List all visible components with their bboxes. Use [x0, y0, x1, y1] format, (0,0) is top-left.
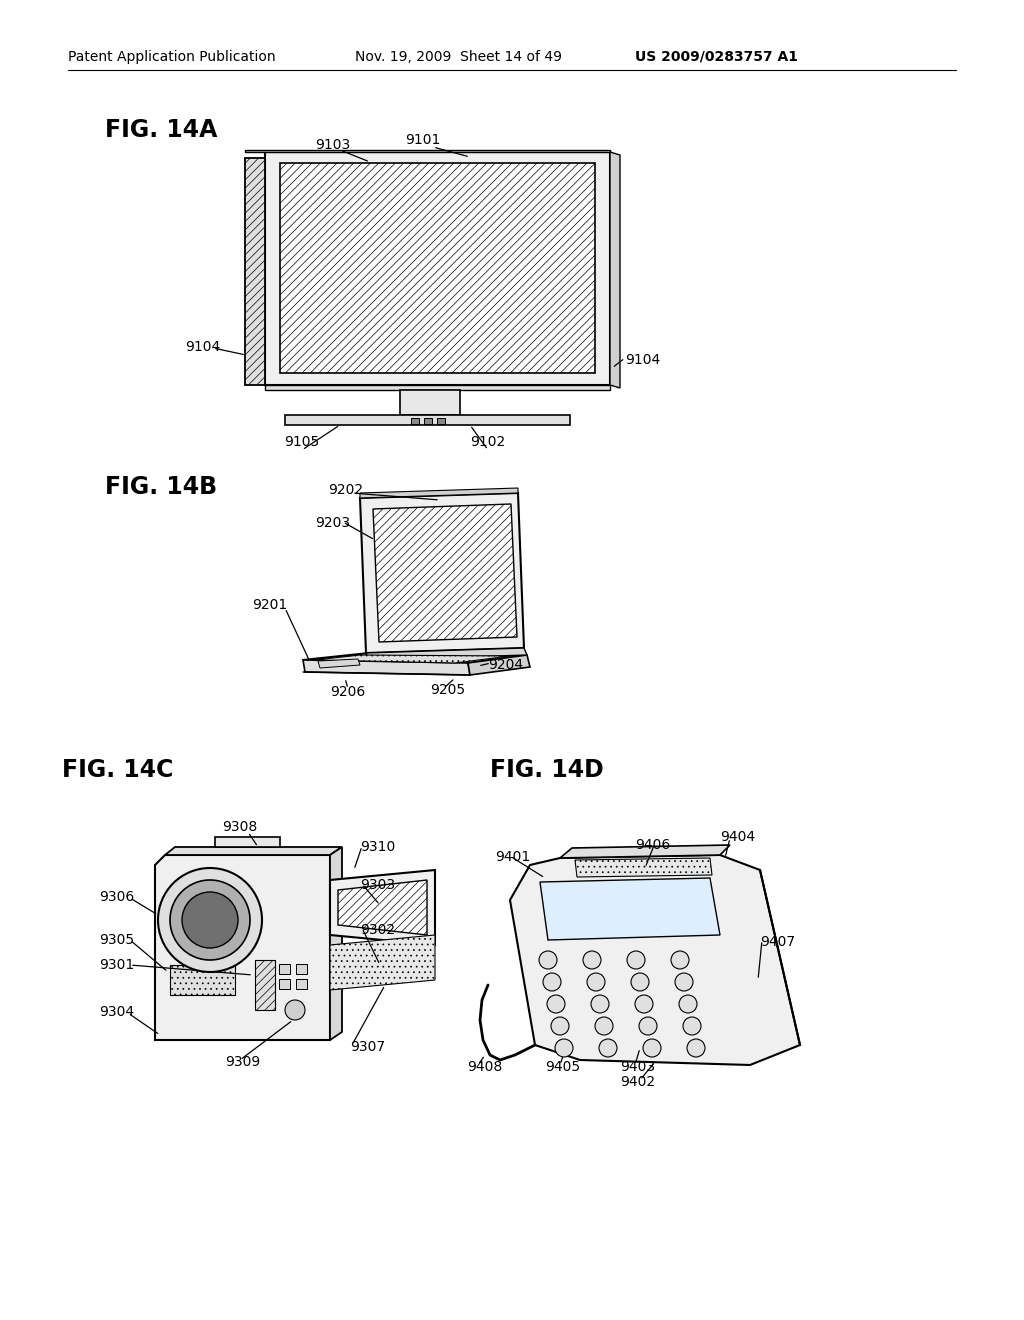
Polygon shape	[285, 414, 570, 425]
Text: 9310: 9310	[360, 840, 395, 854]
Polygon shape	[330, 870, 435, 945]
Bar	[437, 418, 445, 424]
Polygon shape	[303, 660, 470, 675]
Circle shape	[595, 1016, 613, 1035]
Text: 9204: 9204	[488, 657, 523, 672]
Bar	[296, 979, 307, 989]
Bar	[411, 418, 419, 424]
Text: US 2009/0283757 A1: US 2009/0283757 A1	[635, 50, 798, 63]
Circle shape	[639, 1016, 657, 1035]
Text: FIG. 14A: FIG. 14A	[105, 117, 217, 143]
Text: 9104: 9104	[185, 341, 220, 354]
Polygon shape	[610, 152, 620, 388]
Polygon shape	[165, 847, 342, 855]
Polygon shape	[366, 648, 527, 660]
Text: 9205: 9205	[430, 682, 465, 697]
Text: 9405: 9405	[545, 1060, 581, 1074]
Circle shape	[679, 995, 697, 1012]
Polygon shape	[318, 659, 360, 668]
Circle shape	[687, 1039, 705, 1057]
Circle shape	[587, 973, 605, 991]
Polygon shape	[510, 855, 800, 1065]
Text: 9305: 9305	[99, 933, 134, 946]
Circle shape	[683, 1016, 701, 1035]
Circle shape	[635, 995, 653, 1012]
Text: 9302: 9302	[360, 923, 395, 937]
Circle shape	[158, 869, 262, 972]
Circle shape	[671, 950, 689, 969]
Polygon shape	[265, 152, 610, 385]
Circle shape	[543, 973, 561, 991]
Text: 9401: 9401	[495, 850, 530, 865]
Polygon shape	[330, 935, 435, 990]
Text: 9403: 9403	[620, 1060, 655, 1074]
Text: FIG. 14D: FIG. 14D	[490, 758, 604, 781]
Text: Nov. 19, 2009  Sheet 14 of 49: Nov. 19, 2009 Sheet 14 of 49	[355, 50, 562, 63]
Text: 9404: 9404	[720, 830, 755, 843]
Text: 9407: 9407	[760, 935, 795, 949]
Circle shape	[170, 880, 250, 960]
Text: FIG. 14C: FIG. 14C	[62, 758, 173, 781]
Bar	[279, 964, 290, 974]
Text: 9308: 9308	[222, 820, 257, 834]
Bar	[296, 964, 307, 974]
Text: 9306: 9306	[99, 890, 134, 904]
Text: 9402: 9402	[620, 1074, 655, 1089]
Circle shape	[539, 950, 557, 969]
Polygon shape	[255, 960, 275, 1010]
Polygon shape	[400, 389, 460, 414]
Circle shape	[631, 973, 649, 991]
Text: 9101: 9101	[406, 133, 440, 147]
Text: 9202: 9202	[328, 483, 364, 498]
Circle shape	[591, 995, 609, 1012]
Text: 9201: 9201	[252, 598, 288, 612]
Bar	[424, 418, 432, 424]
Text: 9408: 9408	[467, 1060, 502, 1074]
Text: 9104: 9104	[625, 352, 660, 367]
Polygon shape	[560, 845, 730, 858]
Polygon shape	[155, 855, 330, 1040]
Text: 9102: 9102	[470, 436, 506, 449]
Polygon shape	[360, 488, 518, 498]
Polygon shape	[303, 653, 527, 663]
Polygon shape	[265, 385, 610, 389]
Polygon shape	[468, 655, 530, 675]
Circle shape	[599, 1039, 617, 1057]
Circle shape	[583, 950, 601, 969]
Circle shape	[627, 950, 645, 969]
Text: 9301: 9301	[99, 958, 134, 972]
Polygon shape	[540, 878, 720, 940]
Polygon shape	[373, 504, 517, 642]
Text: Patent Application Publication: Patent Application Publication	[68, 50, 275, 63]
Bar	[279, 979, 290, 989]
Circle shape	[182, 892, 238, 948]
Polygon shape	[215, 837, 280, 847]
Text: 9406: 9406	[635, 838, 671, 851]
Polygon shape	[170, 965, 234, 995]
Circle shape	[551, 1016, 569, 1035]
Circle shape	[643, 1039, 662, 1057]
Polygon shape	[245, 150, 610, 152]
Text: 9303: 9303	[360, 878, 395, 892]
Polygon shape	[245, 158, 265, 385]
Text: 9206: 9206	[330, 685, 366, 700]
Circle shape	[555, 1039, 573, 1057]
Polygon shape	[360, 492, 524, 653]
Polygon shape	[338, 880, 427, 935]
Text: 9307: 9307	[350, 1040, 385, 1053]
Text: 9309: 9309	[225, 1055, 260, 1069]
Text: 9105: 9105	[285, 436, 319, 449]
Text: 9304: 9304	[99, 1005, 134, 1019]
Polygon shape	[315, 655, 510, 663]
Circle shape	[547, 995, 565, 1012]
Text: 9203: 9203	[315, 516, 350, 531]
Polygon shape	[575, 858, 712, 876]
Polygon shape	[330, 847, 342, 1040]
Text: FIG. 14B: FIG. 14B	[105, 475, 217, 499]
Polygon shape	[280, 162, 595, 374]
Circle shape	[675, 973, 693, 991]
Circle shape	[285, 1001, 305, 1020]
Text: 9103: 9103	[315, 139, 350, 152]
